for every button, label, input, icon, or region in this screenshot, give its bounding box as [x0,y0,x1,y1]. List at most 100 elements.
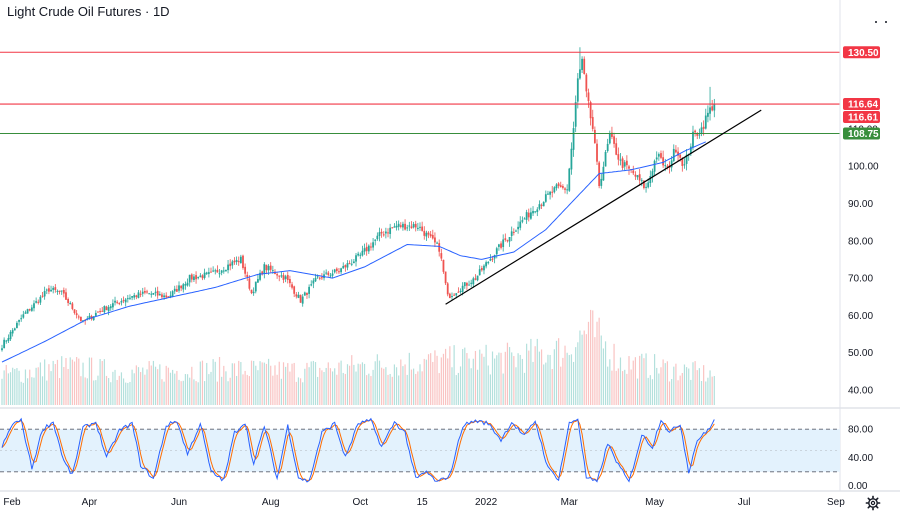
candle [483,264,485,275]
volume-bar [466,353,468,405]
candle-body [468,284,470,286]
candle [472,276,475,288]
candle-body [608,133,611,144]
volume-bar [609,359,611,405]
candle-body [276,274,279,276]
candle [214,268,217,275]
candle-body [216,269,219,273]
candle-body [515,230,517,232]
candle-body [382,234,385,236]
candle-body [670,160,673,168]
candle [636,174,639,180]
candle-body [559,185,562,188]
volume-bar [462,349,464,405]
candle [621,156,624,171]
volume-bar [536,338,538,405]
volume-bar [692,362,694,405]
candle-body [250,289,253,294]
candle-body [696,133,699,136]
candle-body [80,316,82,322]
stochastic-k-line [1,417,715,483]
candle-body [506,240,509,242]
candle [544,190,547,203]
candle-body [645,186,647,188]
candle-body [120,301,123,303]
volume-bar [342,372,344,405]
candle [431,229,434,240]
volume-bar [274,365,276,405]
candle-body [455,293,458,296]
candle [348,260,351,265]
candle-body [361,250,364,256]
volume-bar [112,371,114,405]
candle-body [257,279,259,283]
volume-bar [415,373,417,405]
volume-bar [327,362,329,405]
candle-body [129,297,131,299]
volume-bar [255,365,257,405]
volume-bar [216,381,218,405]
candle [306,292,308,299]
candle [485,260,488,269]
volume-bar [617,368,619,405]
candle [161,292,163,300]
volume-bar [184,374,187,405]
candle [56,289,59,295]
candle-body [207,272,210,274]
volume-bar [69,357,71,405]
candle-body [600,178,603,186]
horizontal-price-lines [0,51,840,134]
candle [453,293,456,296]
stochastic-pane[interactable] [0,417,840,483]
volume-bar [596,321,598,405]
volume-bar [468,358,470,405]
volume-bar [600,335,602,405]
volume-bar [253,360,255,405]
candle-body [242,255,244,268]
candle-body [248,278,251,289]
candle [666,163,669,170]
volume-bar [521,358,523,405]
price-badge-bg [843,97,880,110]
volume-bar [700,381,703,405]
price-pane[interactable] [0,47,840,405]
volume-bar [340,360,342,405]
candle-body [395,225,398,228]
candle-body [37,301,40,303]
candle-body [480,268,483,271]
volume-bar [649,375,651,405]
volume-bar [267,358,270,405]
y-tick-label: 80.00 [848,236,873,247]
candle [436,241,438,245]
volume-bar [302,382,304,405]
volume-bar [161,379,163,405]
candle [495,246,498,259]
candle-body [163,295,165,298]
volume-bar [398,375,400,405]
volume-bar [577,342,579,405]
candle [625,155,628,170]
candle [611,126,613,140]
candle [205,271,208,275]
candle [561,184,564,190]
volume-bar [58,378,61,405]
volume-bar [713,376,715,405]
volume-bar [22,382,24,405]
dots-menu-icon[interactable] [875,21,887,23]
candle [645,182,647,193]
candle-body [410,226,413,229]
candle-body [625,160,628,166]
candle [276,272,279,279]
volume-bar [636,378,639,405]
candle-body [444,271,447,284]
candle-body [20,318,23,320]
candle-body [495,248,498,255]
settings-gear-icon[interactable] [865,495,881,511]
volume-bar [602,348,605,405]
volume-bar [349,365,351,405]
candle-body [62,289,65,294]
candle [220,269,223,276]
volume-bar [532,361,534,405]
volume-bar [9,372,12,405]
